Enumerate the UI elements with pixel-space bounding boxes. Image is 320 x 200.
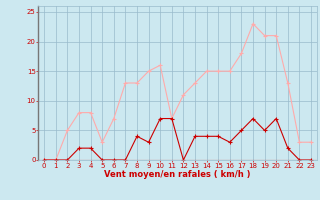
X-axis label: Vent moyen/en rafales ( km/h ): Vent moyen/en rafales ( km/h ) <box>104 170 251 179</box>
